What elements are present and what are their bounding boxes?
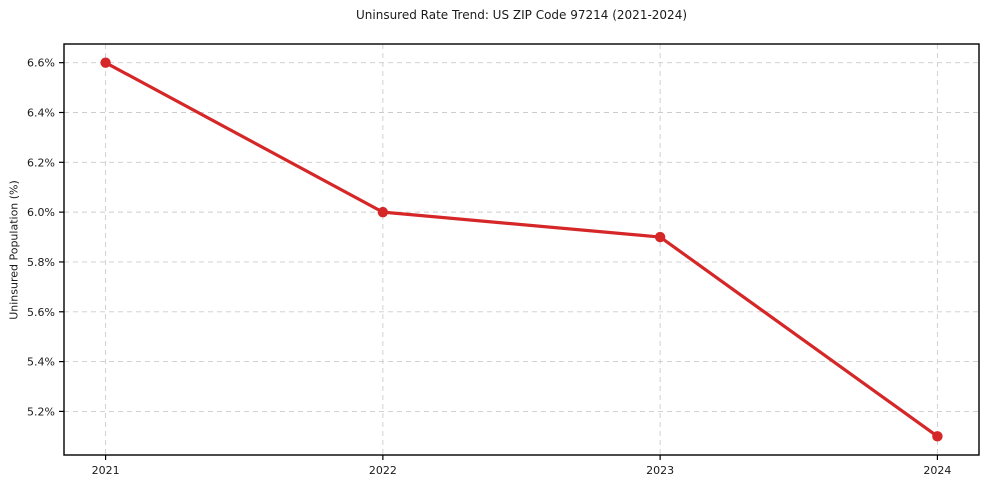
data-point-2021 xyxy=(100,57,111,68)
y-tick-label: 6.2% xyxy=(27,156,55,169)
y-tick-label: 5.2% xyxy=(27,405,55,418)
trend-line xyxy=(103,61,940,438)
data-point-2023 xyxy=(654,231,666,243)
y-tick-label: 5.4% xyxy=(27,356,55,369)
x-tick-label: 2022 xyxy=(369,464,397,477)
data-point-2024 xyxy=(932,431,943,442)
y-tick-label: 6.6% xyxy=(27,57,55,70)
y-tick-label: 6.0% xyxy=(27,206,55,219)
y-tick-label: 5.6% xyxy=(27,306,55,319)
plot-border xyxy=(63,43,980,456)
x-tick-label: 2021 xyxy=(92,464,120,477)
data-point-2022 xyxy=(377,206,389,218)
y-axis-label: Uninsured Population (%) xyxy=(7,180,21,320)
x-tick-label: 2023 xyxy=(646,464,674,477)
x-tick-label: 2024 xyxy=(923,464,951,477)
chart-title: Uninsured Rate Trend: US ZIP Code 97214 … xyxy=(355,8,688,22)
y-tick-label: 6.4% xyxy=(27,107,55,120)
y-tick-label: 5.8% xyxy=(27,256,55,269)
